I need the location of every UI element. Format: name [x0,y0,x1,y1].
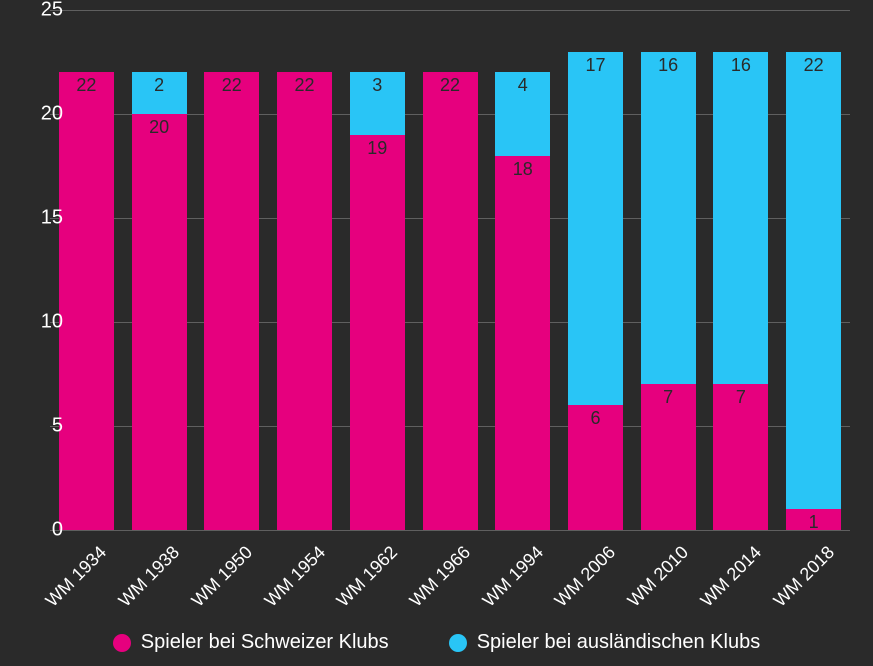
bar-segment-swiss: 22 [423,72,478,530]
bar-segment-swiss: 18 [495,156,550,530]
bar-segment-foreign: 22 [786,52,841,510]
y-tick-label: 25 [41,0,63,22]
bar-segment-swiss: 20 [132,114,187,530]
bar-value-label: 22 [204,75,259,96]
legend: Spieler bei Schweizer Klubs Spieler bei … [0,631,873,654]
y-tick-label: 0 [52,519,63,542]
bar-segment-swiss: 7 [713,384,768,530]
swatch-icon [113,634,131,652]
bar-segment-swiss: 7 [641,384,696,530]
bar-value-label: 1 [786,512,841,533]
bar-value-label: 6 [568,408,623,429]
bar-segment-foreign: 4 [495,72,550,155]
bar-value-label: 22 [423,75,478,96]
bar-segment-foreign: 16 [713,52,768,385]
plot-area: 22202222219322184617716716122 [50,10,850,530]
bar-value-label: 7 [641,387,696,408]
bar-value-label: 2 [132,75,187,96]
x-tick-label: WM 1934 [26,542,112,628]
bar-segment-swiss: 22 [204,72,259,530]
bar-value-label: 22 [786,55,841,76]
x-tick-label: WM 2018 [753,542,839,628]
y-tick-label: 20 [41,103,63,126]
bar-segment-swiss: 22 [277,72,332,530]
legend-label: Spieler bei Schweizer Klubs [141,631,389,654]
x-tick-label: WM 2014 [680,542,766,628]
x-tick-label: WM 1994 [462,542,548,628]
legend-item-swiss: Spieler bei Schweizer Klubs [113,631,389,654]
x-tick-label: WM 2006 [535,542,621,628]
bar-value-label: 22 [277,75,332,96]
y-tick-label: 15 [41,207,63,230]
bar-segment-swiss: 1 [786,509,841,530]
legend-item-foreign: Spieler bei ausländischen Klubs [449,631,761,654]
x-tick-label: WM 1962 [317,542,403,628]
bar-segment-foreign: 2 [132,72,187,114]
bar-value-label: 4 [495,75,550,96]
bar-value-label: 7 [713,387,768,408]
y-tick-label: 5 [52,415,63,438]
chart-container: 22202222219322184617716716122 0510152025… [0,0,873,666]
bar-value-label: 20 [132,117,187,138]
swatch-icon [449,634,467,652]
bar-segment-swiss: 22 [59,72,114,530]
x-tick-label: WM 2010 [607,542,693,628]
bar-value-label: 3 [350,75,405,96]
gridline [50,530,850,531]
bars-group: 22202222219322184617716716122 [50,10,850,530]
bar-value-label: 18 [495,159,550,180]
y-tick-label: 10 [41,311,63,334]
x-tick-label: WM 1938 [98,542,184,628]
bar-segment-swiss: 6 [568,405,623,530]
bar-value-label: 16 [641,55,696,76]
bar-segment-foreign: 17 [568,52,623,406]
bar-value-label: 19 [350,138,405,159]
bar-segment-foreign: 16 [641,52,696,385]
bar-value-label: 22 [59,75,114,96]
bar-segment-swiss: 19 [350,135,405,530]
x-tick-label: WM 1954 [244,542,330,628]
bar-segment-foreign: 3 [350,72,405,134]
bar-value-label: 17 [568,55,623,76]
x-tick-label: WM 1966 [389,542,475,628]
bar-value-label: 16 [713,55,768,76]
legend-label: Spieler bei ausländischen Klubs [477,631,761,654]
x-tick-label: WM 1950 [171,542,257,628]
